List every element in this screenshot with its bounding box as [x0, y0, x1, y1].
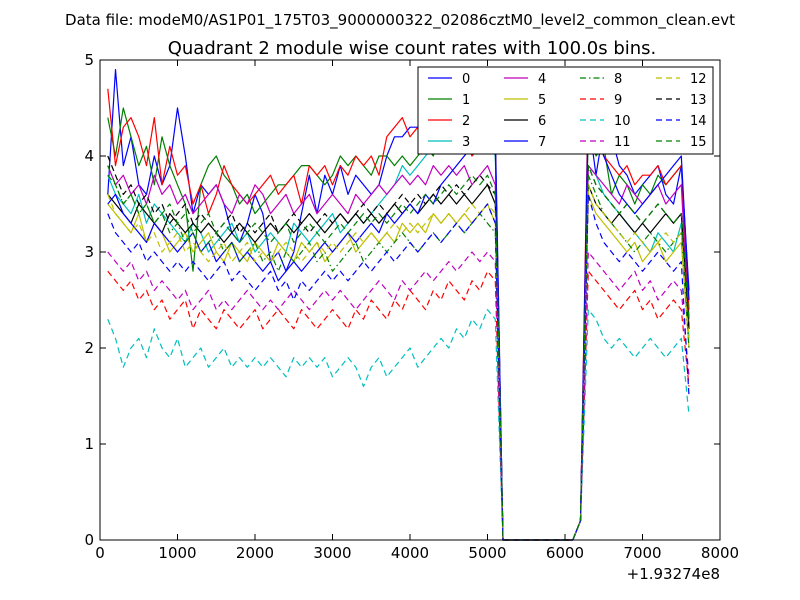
- legend-label: 3: [462, 135, 470, 150]
- y-tick-label: 5: [84, 51, 94, 69]
- series-line-10: [107, 309, 690, 541]
- series-line-12: [107, 184, 690, 541]
- x-tick-label: 6000: [546, 544, 584, 562]
- legend-label: 1: [462, 93, 470, 108]
- y-tick-label: 1: [84, 435, 94, 453]
- y-tick-label: 0: [84, 531, 94, 549]
- series-line-4: [107, 165, 690, 541]
- legend-label: 0: [462, 72, 470, 87]
- series-line-5: [107, 193, 690, 541]
- series-line-8: [107, 165, 690, 541]
- series-line-14: [107, 193, 690, 541]
- legend-label: 6: [538, 114, 546, 129]
- x-tick-label: 7000: [623, 544, 661, 562]
- series-line-13: [107, 155, 690, 541]
- series-line-2: [107, 88, 690, 541]
- chart-suptitle: Data file: modeM0/AS1P01_175T03_90000003…: [65, 11, 735, 30]
- legend-label: 9: [614, 93, 622, 108]
- x-tick-label: 4000: [391, 544, 429, 562]
- legend-label: 2: [462, 114, 470, 129]
- legend-label: 14: [690, 114, 707, 129]
- legend-label: 13: [690, 93, 707, 108]
- series-line-15: [107, 165, 690, 541]
- legend-label: 7: [538, 135, 546, 150]
- x-tick-label: 1000: [158, 544, 196, 562]
- chart-title: Quadrant 2 module wise count rates with …: [168, 38, 657, 59]
- legend-box: [417, 66, 714, 155]
- x-tick-label: 3000: [313, 544, 351, 562]
- y-tick-label: 3: [84, 243, 94, 261]
- plot-lines: [107, 68, 690, 541]
- x-tick-label: 8000: [701, 544, 739, 562]
- x-offset-label: +1.93274e8: [627, 565, 720, 583]
- legend-label: 10: [614, 114, 631, 129]
- legend-label: 4: [538, 72, 546, 87]
- series-line-11: [107, 251, 690, 541]
- legend-label: 12: [690, 72, 707, 87]
- legend-label: 11: [614, 135, 631, 150]
- legend-label: 15: [690, 135, 707, 150]
- y-tick-label: 4: [84, 147, 94, 165]
- x-tick-label: 5000: [468, 544, 506, 562]
- x-tick-label: 0: [95, 544, 105, 562]
- x-tick-label: 2000: [236, 544, 274, 562]
- y-tick-label: 2: [84, 339, 94, 357]
- legend-label: 8: [614, 72, 622, 87]
- series-line-9: [107, 270, 690, 541]
- legend-label: 5: [538, 93, 546, 108]
